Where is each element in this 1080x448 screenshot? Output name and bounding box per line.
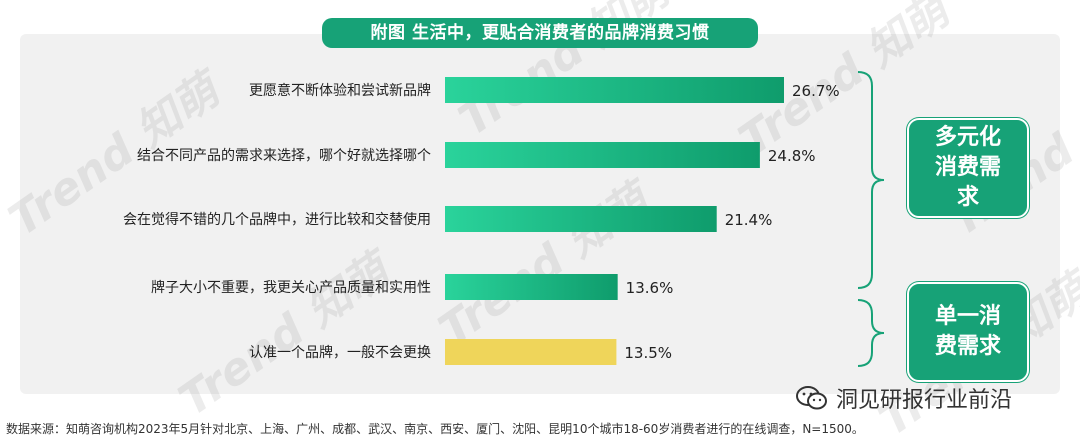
group-label-diverse-text: 多元化消费需求 [934,125,1001,210]
category-label-4: 认准一个品牌，一般不会更换 [249,344,431,361]
wechat-account-name: 洞见研报行业前沿 [836,388,1013,413]
bar-0 [445,77,784,103]
group-label-single-text: 单一消费需求 [934,304,1001,359]
value-label-4: 13.5% [624,344,672,362]
bar-3 [445,274,618,300]
chart-title: 附图 生活中，更贴合消费者的品牌消费习惯 [322,18,758,48]
wechat-icon [796,386,827,410]
category-label-2: 会在觉得不错的几个品牌中，进行比较和交替使用 [123,211,431,228]
value-label-3: 13.6% [626,279,674,297]
value-label-2: 21.4% [725,211,773,229]
value-label-0: 26.7% [792,82,840,100]
wechat-account: 洞见研报行业前沿 [796,382,1012,414]
bar-2 [445,206,717,232]
group-label-diverse: 多元化消费需求 [907,118,1029,218]
group-brace-single [857,299,885,367]
category-label-1: 结合不同产品的需求来选择，哪个好就选择哪个 [137,148,431,164]
bar-1 [445,142,760,168]
group-label-single: 单一消费需求 [907,282,1029,382]
group-brace-diverse [857,71,885,289]
bar-4 [445,339,617,365]
category-label-3: 牌子大小不重要，我更关心产品质量和实用性 [151,279,431,296]
value-label-1: 24.8% [768,147,816,165]
data-source-note: 数据来源：知萌咨询机构2023年5月针对北京、上海、广州、成都、武汉、南京、西安… [6,422,864,436]
category-label-0: 更愿意不断体验和尝试新品牌 [249,82,431,99]
